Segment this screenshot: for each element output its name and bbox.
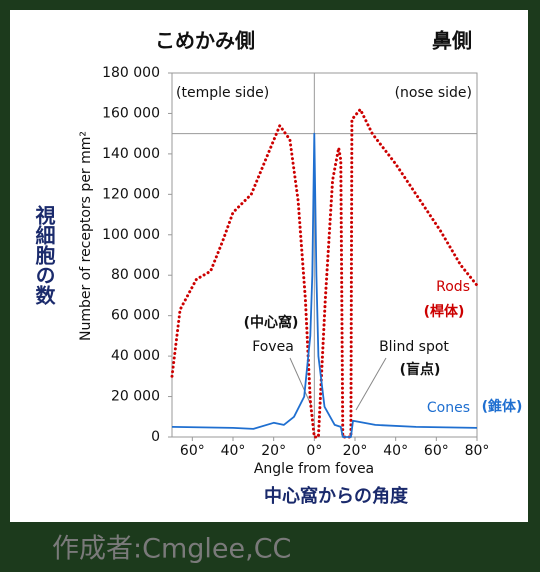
x-tick-label: 40° <box>221 443 246 459</box>
y-tick-label: 180 000 <box>102 65 160 81</box>
pointer <box>355 357 387 411</box>
annotation: (盲点) <box>400 361 441 378</box>
y-tick-label: 160 000 <box>102 105 160 121</box>
annotation: Blind spot <box>379 339 449 355</box>
y-tick-label: 60 000 <box>111 308 160 324</box>
x-label: Angle from fovea <box>254 461 374 477</box>
title-left: こめかみ側 <box>155 29 255 53</box>
annotation: Fovea <box>252 339 294 355</box>
x-tick-label: 60° <box>180 443 205 459</box>
title-right: 鼻側 <box>432 29 472 53</box>
y-tick-label: 20 000 <box>111 389 160 405</box>
annotation: (中心窩) <box>244 314 299 331</box>
y-tick-label: 40 000 <box>111 348 160 364</box>
plot-frame <box>171 72 478 438</box>
legend-label: Cones <box>427 400 470 416</box>
legend-label-ja: (錐体) <box>482 398 523 415</box>
y-tick-label: 80 000 <box>111 267 160 283</box>
corner-label: (nose side) <box>395 85 472 101</box>
x-tick-label: 80° <box>465 443 490 459</box>
corner-label: (temple side) <box>176 85 269 101</box>
y-tick-label: 0 <box>151 429 160 445</box>
legend-label: Rods <box>436 279 470 295</box>
x-tick-label: 20° <box>261 443 286 459</box>
x-tick-label: 20° <box>343 443 368 459</box>
credit: 作成者:Cmglee,CC <box>52 534 291 565</box>
y-tick-label: 100 000 <box>102 227 160 243</box>
x-label-ja: 中心窩からの角度 <box>264 485 409 507</box>
y-tick-label: 140 000 <box>102 146 160 162</box>
pointer <box>289 357 312 406</box>
y-tick-label: 120 000 <box>102 186 160 202</box>
x-tick-label: 60° <box>424 443 449 459</box>
legend-label-ja: (桿体) <box>424 303 465 320</box>
x-tick-label: 40° <box>383 443 408 459</box>
x-tick-label: 0° <box>306 443 322 459</box>
series-line <box>171 132 478 438</box>
series-line <box>170 107 479 439</box>
y-label: Number of receptors per mm² <box>78 131 94 341</box>
y-label-ja: 視細胞の数 <box>32 204 56 306</box>
